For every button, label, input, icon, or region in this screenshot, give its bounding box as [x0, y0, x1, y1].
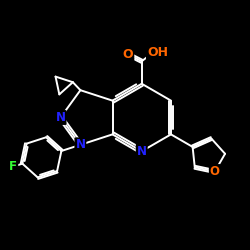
Text: O: O	[123, 48, 133, 61]
Text: N: N	[76, 138, 86, 151]
Text: F: F	[9, 160, 17, 173]
Text: N: N	[56, 111, 66, 124]
Text: N: N	[137, 145, 147, 158]
Text: O: O	[210, 165, 220, 178]
Text: OH: OH	[147, 46, 168, 59]
